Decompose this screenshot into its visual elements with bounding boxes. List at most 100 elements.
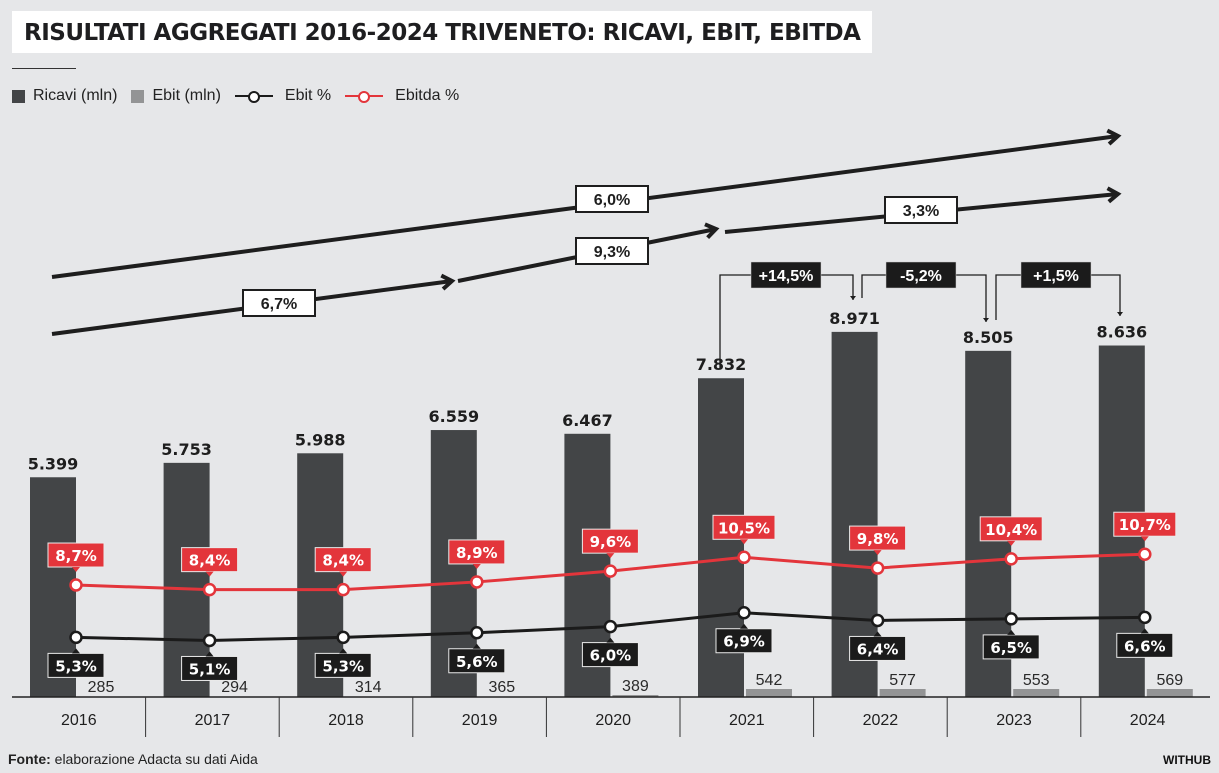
point-label-pointer-ebitda-pct-2017 [205,571,214,577]
bar-ebit-2023 [1013,689,1060,697]
point-ebit-pct-2018 [336,630,350,645]
yoy-2023-2024-box [1020,261,1092,289]
point-ebit-pct-2023 [1004,612,1018,626]
bar-label-ebit-2023: 553 [1023,672,1050,689]
growth-label-2016-2024: 6,0% [594,192,630,209]
title-rule [12,68,76,69]
point-label-pointer-ebit-pct-2017 [205,651,214,657]
point-label-pointer-ebit-pct-2023 [1007,629,1016,635]
point-label-pointer-ebitda-pct-2019 [472,563,481,569]
legend-line-marker-ebit-pct [234,90,273,103]
point-label-box-ebit-pct-2017 [181,655,239,681]
point-ebitda-pct-2017 [202,582,217,597]
point-label-ebit-pct-2018: 5,3% [322,657,364,675]
point-label-pointer-ebitda-pct-2023 [1007,540,1016,546]
point-label-ebit-pct-2020: 6,0% [590,647,632,665]
bar-label-ricavi-2024: 8.636 [1096,323,1147,342]
bar-label-ebit-2024: 569 [1156,672,1183,689]
yoy-2023-2024-arrowhead [1117,312,1123,316]
bar-label-ricavi-2016: 5.399 [28,454,79,473]
legend-label-ebitda-pct: Ebitda % [395,87,460,104]
point-label-box-ebit-pct-2021 [715,628,773,654]
point-label-ebit-pct-2023: 6,5% [990,639,1032,657]
point-label-pointer-ebit-pct-2024 [1140,628,1149,634]
point-label-box-ebitda-pct-2021 [712,514,776,540]
point-label-pointer-ebitda-pct-2018 [339,571,348,577]
bar-label-ebit-2022: 577 [889,672,916,689]
yoy-2021-2022-label: +14,5% [759,268,814,285]
yoy-changes: +14,5% -5,2% +1,5% [719,261,1123,368]
point-label-box-ebitda-pct-2023 [979,516,1043,542]
bar-label-ebit-2016: 285 [88,679,115,696]
point-label-pointer-ebit-pct-2019 [472,643,481,649]
point-label-ebit-pct-2016: 5,3% [55,657,97,675]
bar-label-ricavi-2018: 5.988 [295,430,346,449]
point-label-ebit-pct-2019: 5,6% [456,653,498,671]
point-ebit-pct-2016 [69,630,83,645]
source-note: Fonte: elaborazione Adacta su dati Aida [8,751,258,767]
point-label-box-ebit-pct-2022 [849,635,907,661]
point-ebitda-pct-2018 [336,582,350,597]
point-label-ebitda-pct-2023: 10,4% [985,521,1037,539]
point-ebit-pct-2022 [870,613,885,628]
chart-title: RISULTATI AGGREGATI 2016-2024 TRIVENETO:… [12,11,873,53]
point-label-ebitda-pct-2020: 9,6% [590,533,632,551]
bar-label-ricavi-2019: 6.559 [428,407,479,426]
point-label-ebitda-pct-2024: 10,7% [1119,516,1171,534]
legend-swatch-ebit [131,89,145,103]
legend-label-ebit-pct: Ebit % [284,87,332,104]
yoy-2021-2022-box [750,261,822,289]
x-tick-label-2024: 2024 [1130,712,1166,729]
point-ebitda-pct-2021 [737,550,751,565]
growth-label-2021-2024-box [884,196,958,224]
point-label-pointer-ebitda-pct-2024 [1140,536,1149,542]
growth-label-2016-2024-box [575,185,649,213]
legend-item-ebit: Ebit (mln) [131,87,221,105]
point-ebitda-pct-2024 [1138,547,1152,561]
point-label-ebit-pct-2022: 6,4% [857,640,899,658]
bar-ebit-2021 [746,689,792,697]
point-label-box-ebitda-pct-2024 [1113,511,1177,537]
yoy-2022-2023-box [885,261,957,289]
point-label-pointer-ebit-pct-2016 [72,648,80,654]
yoy-2023-2024-label: +1,5% [1033,268,1079,285]
point-label-pointer-ebit-pct-2018 [339,648,348,654]
bar-ebit-2022 [879,689,926,697]
growth-arrow-2016-2019-head [440,273,456,291]
brand-logo: WITHUB [1163,753,1211,767]
point-label-pointer-ebitda-pct-2016 [72,567,80,573]
growth-label-2021-2024: 3,3% [903,203,939,220]
bar-label-ebit-2017: 294 [221,679,248,696]
x-tick-label-2021: 2021 [729,712,765,729]
legend-item-ricavi: Ricavi (mln) [12,87,117,105]
legend-swatch-ricavi [12,89,25,103]
legend: Ricavi (mln) Ebit (mln) Ebit % Ebitda % [12,85,473,107]
x-tick-label-2022: 2022 [863,712,899,729]
bar-label-ricavi-2022: 8.971 [829,309,880,328]
growth-label-2016-2019-box [242,289,316,317]
point-label-box-ebitda-pct-2018 [314,547,372,573]
legend-line-marker-ebitda-pct [345,90,384,103]
point-ebit-pct-2020 [603,619,618,634]
point-label-ebitda-pct-2017: 8,4% [189,552,231,570]
point-label-box-ebit-pct-2018 [314,652,372,678]
point-label-box-ebit-pct-2019 [448,648,506,674]
point-ebitda-pct-2016 [69,578,83,592]
point-ebitda-pct-2019 [470,575,484,589]
bar-label-ebit-2018: 314 [355,679,382,696]
point-ebit-pct-2017 [202,633,217,648]
point-label-box-ebitda-pct-2022 [849,525,907,551]
point-label-pointer-ebit-pct-2020 [606,637,615,643]
point-label-pointer-ebitda-pct-2022 [873,550,882,556]
point-label-ebitda-pct-2016: 8,7% [55,547,97,565]
point-ebit-pct-2021 [737,605,751,620]
point-label-pointer-ebitda-pct-2021 [740,539,748,545]
point-label-box-ebit-pct-2016 [47,652,105,678]
x-tick-label-2017: 2017 [195,712,231,729]
legend-item-ebit-pct: Ebit % [234,87,332,105]
bar-label-ricavi-2023: 8.505 [963,328,1014,347]
legend-label-ricavi: Ricavi (mln) [33,87,118,104]
point-label-box-ebit-pct-2024 [1116,632,1174,658]
x-tick-label-2016: 2016 [61,712,97,729]
point-label-box-ebit-pct-2020 [581,642,639,668]
